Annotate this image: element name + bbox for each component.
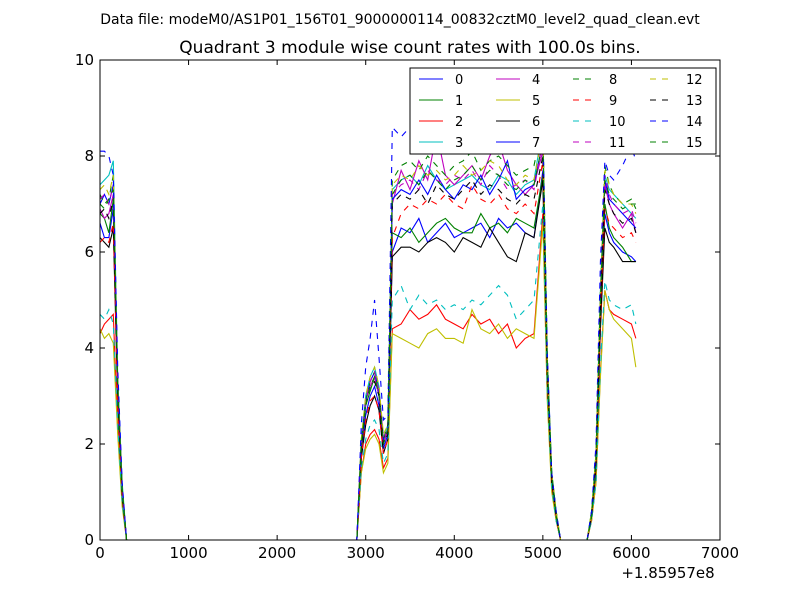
plot-frame — [99, 59, 721, 541]
y-tick-label-8: 8 — [84, 147, 94, 165]
y-tick-label-4: 4 — [84, 339, 94, 357]
series-line-12 — [100, 131, 637, 540]
y-tick-label-2: 2 — [84, 435, 94, 453]
series-line-10 — [100, 203, 637, 540]
series-line-5 — [100, 223, 637, 540]
x-tick-label-7000: 7000 — [701, 544, 739, 562]
legend-label-6: 6 — [532, 115, 540, 130]
legend-label-13: 13 — [686, 94, 703, 109]
x-offset-label: +1.85957e8 — [621, 564, 714, 582]
legend-label-5: 5 — [532, 94, 540, 109]
series-lines — [100, 82, 637, 540]
series-line-13 — [100, 155, 637, 540]
x-tick-label-0: 0 — [95, 544, 105, 562]
series-line-14 — [100, 82, 637, 540]
y-tick-label-10: 10 — [75, 51, 94, 69]
legend-label-7: 7 — [532, 136, 540, 151]
x-tick-label-2000: 2000 — [258, 544, 296, 562]
legend-label-0: 0 — [455, 73, 463, 88]
legend-label-4: 4 — [532, 73, 540, 88]
chart-title: Quadrant 3 module wise count rates with … — [179, 38, 640, 58]
series-line-11 — [100, 141, 637, 540]
x-tick-label-3000: 3000 — [347, 544, 385, 562]
series-line-1 — [100, 175, 636, 540]
series-line-0 — [100, 170, 637, 540]
legend-label-12: 12 — [686, 73, 703, 88]
legend-label-1: 1 — [455, 94, 463, 109]
legend-label-15: 15 — [686, 136, 703, 151]
figure-suptitle: Data file: modeM0/AS1P01_156T01_90000001… — [100, 12, 700, 28]
series-line-3 — [100, 127, 637, 540]
series-line-2 — [100, 213, 637, 540]
x-tick-label-1000: 1000 — [169, 544, 207, 562]
series-line-4 — [100, 131, 637, 540]
legend-box — [409, 67, 717, 155]
legend-label-11: 11 — [609, 136, 626, 151]
legend-label-3: 3 — [455, 136, 463, 151]
legend-label-8: 8 — [609, 73, 617, 88]
plot-layer: 0 1000 2000 3000 4000 5000 6000 700002468100123… — [75, 51, 739, 562]
x-tick-label-6000: 6000 — [612, 544, 650, 562]
legend-label-2: 2 — [455, 115, 463, 130]
x-tick-label-5000: 5000 — [524, 544, 562, 562]
series-line-15 — [100, 141, 636, 540]
series-line-6 — [100, 179, 636, 540]
x-tick-label-4000: 4000 — [435, 544, 473, 562]
legend-label-9: 9 — [609, 94, 617, 109]
series-line-7 — [100, 141, 637, 540]
series-line-8 — [100, 122, 637, 540]
legend-label-14: 14 — [686, 115, 703, 130]
legend-label-10: 10 — [609, 115, 626, 130]
y-tick-label-6: 6 — [84, 243, 94, 261]
y-tick-label-0: 0 — [84, 531, 94, 549]
